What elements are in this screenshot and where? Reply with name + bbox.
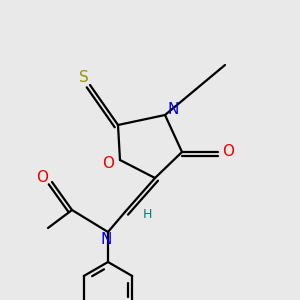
Text: O: O [102,157,114,172]
Text: S: S [79,70,89,85]
Text: O: O [36,169,48,184]
Text: O: O [222,145,234,160]
Text: N: N [100,232,112,247]
Text: H: H [142,208,152,220]
Text: N: N [167,103,179,118]
